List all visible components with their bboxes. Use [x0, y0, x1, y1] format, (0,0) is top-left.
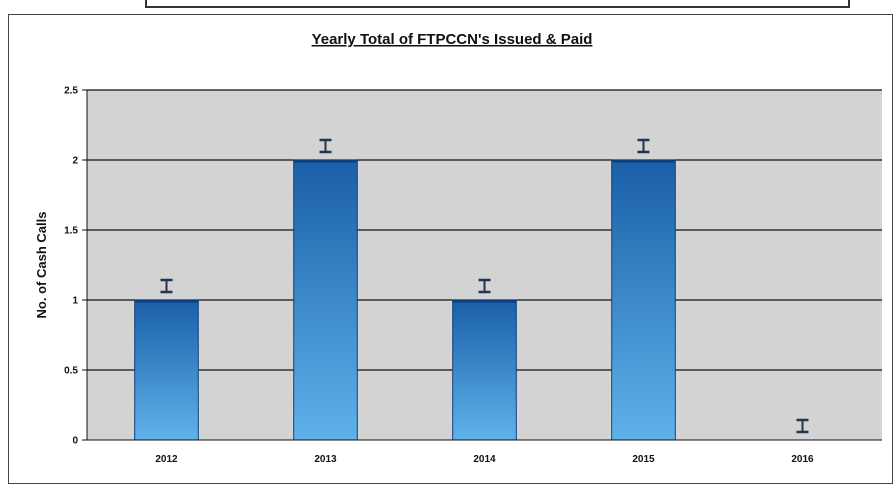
y-tick-label: 0.5	[64, 366, 78, 377]
y-tick-label: 0	[72, 436, 78, 447]
axes	[86, 90, 882, 441]
y-tick-label: 1.5	[64, 226, 78, 237]
y-axis-label: No. of Cash Calls	[34, 212, 49, 319]
y-tick-label: 2	[72, 156, 78, 167]
chart-title: Yearly Total of FTPCCN's Issued & Paid	[312, 31, 593, 48]
bar-top-edge	[134, 300, 199, 303]
bar-top-edge	[611, 160, 676, 163]
error-bar-2013	[319, 138, 332, 154]
error-bar-2016	[796, 418, 809, 434]
error-bars	[160, 138, 809, 434]
top-border-strip	[145, 0, 850, 8]
bar-2014	[452, 299, 517, 441]
bar-2015	[611, 159, 676, 441]
y-tick-label: 1	[72, 296, 78, 307]
x-tick-label-2015: 2015	[632, 454, 655, 465]
x-tick-label-2014: 2014	[473, 454, 496, 465]
error-bar-2015	[637, 138, 650, 154]
x-tick-label-2016: 2016	[791, 454, 814, 465]
x-tick-label-2012: 2012	[155, 454, 178, 465]
bar-top-edge	[452, 300, 517, 303]
error-bar-2014	[478, 278, 491, 294]
y-tick-label: 2.5	[64, 86, 78, 97]
bar-2013	[293, 159, 358, 441]
bar-2012	[134, 299, 199, 441]
x-tick-labels: 2012 2013 2014 2015 2016	[155, 454, 814, 465]
bars	[134, 159, 676, 441]
x-tick-label-2013: 2013	[314, 454, 337, 465]
y-tick-labels: 0 0.5 1 1.5 2 2.5	[64, 86, 87, 447]
bar-top-edge	[293, 160, 358, 163]
error-bar-2012	[160, 278, 173, 294]
